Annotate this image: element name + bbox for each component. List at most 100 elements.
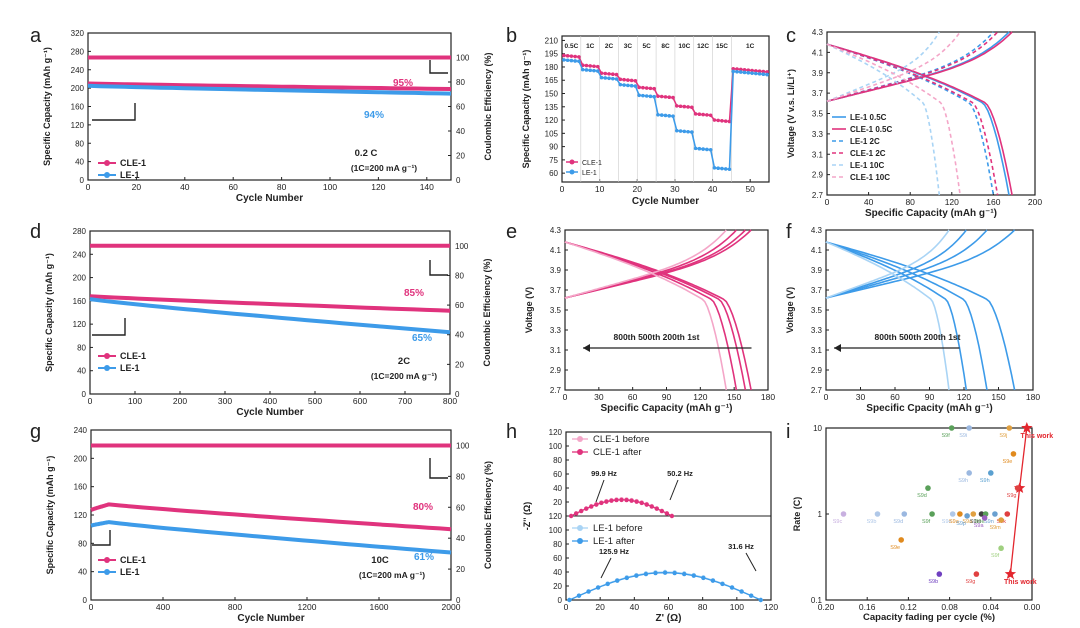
literature-label: S9e <box>890 545 900 551</box>
panel-letter-e: e <box>506 221 517 243</box>
legend-entry: LE-1 <box>120 567 140 577</box>
y-tick-label: 40 <box>77 367 86 376</box>
data-point <box>562 58 566 62</box>
this-work-label: This work <box>1004 579 1037 586</box>
data-point <box>644 94 649 98</box>
charge-curve <box>825 229 1016 299</box>
data-point <box>629 83 634 88</box>
freq-pointer <box>595 479 605 503</box>
data-point <box>656 112 660 117</box>
data-point <box>663 113 668 118</box>
data-point <box>584 68 589 72</box>
x-tick-label: 0.00 <box>1024 602 1041 612</box>
data-point <box>607 72 611 76</box>
data-point <box>641 93 645 98</box>
data-point <box>626 78 630 82</box>
discharge-curve <box>826 43 999 196</box>
literature-point <box>973 571 980 577</box>
x-tick-label: 40 <box>708 184 718 194</box>
data-point <box>641 85 645 90</box>
y-tick-label: 150 <box>545 90 559 99</box>
charge-curve <box>564 229 727 299</box>
literature-point <box>957 511 963 517</box>
eis-point <box>644 502 649 507</box>
x-tick-label: 40 <box>630 602 640 612</box>
rate-definition: (1C=200 mA g⁻¹) <box>371 371 437 381</box>
y-tick-label: 80 <box>78 539 87 548</box>
panel-e: 0 30 60 90 120 150 180 2.7 2.9 3.1 3.3 3.5 3.7 3.9 4.1… <box>524 226 775 414</box>
panel-b: 0 10 20 30 40 50 60 75 90 105 120 135 150 165 180 195 21… <box>521 35 770 207</box>
charge-curve <box>826 31 994 103</box>
x-tick-label: 100 <box>730 602 744 612</box>
y-tick-label: 100 <box>549 526 563 535</box>
eis-point <box>682 571 687 577</box>
y-tick-label: 2.9 <box>550 366 562 375</box>
literature-label: S9h <box>980 478 990 484</box>
x-tick-label: 400 <box>156 602 170 612</box>
literature-label: S9b <box>867 519 877 525</box>
y-tick-label: 200 <box>71 84 85 93</box>
data-point <box>712 166 717 170</box>
x-tick-label: 90 <box>925 392 935 402</box>
eis-point <box>615 578 620 583</box>
data-point <box>716 118 720 123</box>
eis-point <box>576 593 582 598</box>
x-tick-label: 40 <box>180 182 190 192</box>
data-point <box>690 130 694 134</box>
y-axis-label: Voltage (V) <box>524 287 534 333</box>
eis-point <box>748 593 754 598</box>
data-point <box>595 64 600 69</box>
x-tick-label: 0 <box>564 602 569 612</box>
data-point <box>656 94 660 98</box>
y-tick-label: 80 <box>77 343 86 352</box>
panel-i: 0.20 0.16 0.12 0.08 0.04 0.00 0.1 1 10 This work T… <box>792 422 1053 623</box>
rate-label: 1C <box>586 43 595 50</box>
x-tick-label: 200 <box>1028 197 1042 207</box>
series-cle-1 <box>89 294 451 313</box>
plot-frame <box>564 229 769 391</box>
literature-point <box>925 485 931 491</box>
cycle-order-note: 800th 500th 200th 1st <box>614 332 700 342</box>
cycle-order-note: 800th 500th 200th 1st <box>875 332 961 342</box>
x-tick-label: 0 <box>560 184 565 194</box>
data-point <box>757 72 762 76</box>
y-tick-label: 200 <box>74 454 88 463</box>
data-point <box>573 54 577 59</box>
data-point <box>761 72 766 77</box>
data-point <box>693 146 698 151</box>
data-point <box>659 113 664 117</box>
data-point <box>577 55 581 59</box>
x-tick-label: 120 <box>764 602 778 612</box>
freq-label: 125.9 Hz <box>599 547 629 556</box>
y-tick-label: 3.7 <box>812 89 824 98</box>
literature-point <box>898 537 904 543</box>
literature-point <box>1014 485 1021 491</box>
axis-arrow <box>429 458 448 479</box>
x-tick-label: 0 <box>88 396 93 406</box>
eis-point <box>639 500 644 506</box>
legend-entry: LE-1 10C <box>850 161 884 170</box>
discharge-curve <box>825 241 950 391</box>
charge-curve <box>564 229 746 299</box>
charge-curve <box>564 229 752 299</box>
legend-entry: CLE-1 10C <box>850 173 890 182</box>
data-point <box>577 59 581 64</box>
x-tick-label: 120 <box>693 392 707 402</box>
eis-point <box>599 500 604 506</box>
data-point <box>652 86 657 91</box>
data-point <box>678 104 683 109</box>
literature-label: S9a <box>974 523 985 529</box>
eis-point <box>594 502 599 507</box>
data-point <box>761 69 766 74</box>
literature-point <box>966 470 972 476</box>
panel-letter-d: d <box>30 221 41 243</box>
legend-entry: CLE-1 before <box>593 434 650 445</box>
discharge-curve <box>826 43 961 196</box>
data-point <box>750 68 754 73</box>
literature-label: S9f <box>991 553 1000 559</box>
literature-label: S9e <box>942 519 952 525</box>
legend-entry: CLE-1 2C <box>850 149 886 158</box>
data-point <box>742 68 747 72</box>
data-point <box>569 58 574 63</box>
data-point <box>720 166 724 171</box>
